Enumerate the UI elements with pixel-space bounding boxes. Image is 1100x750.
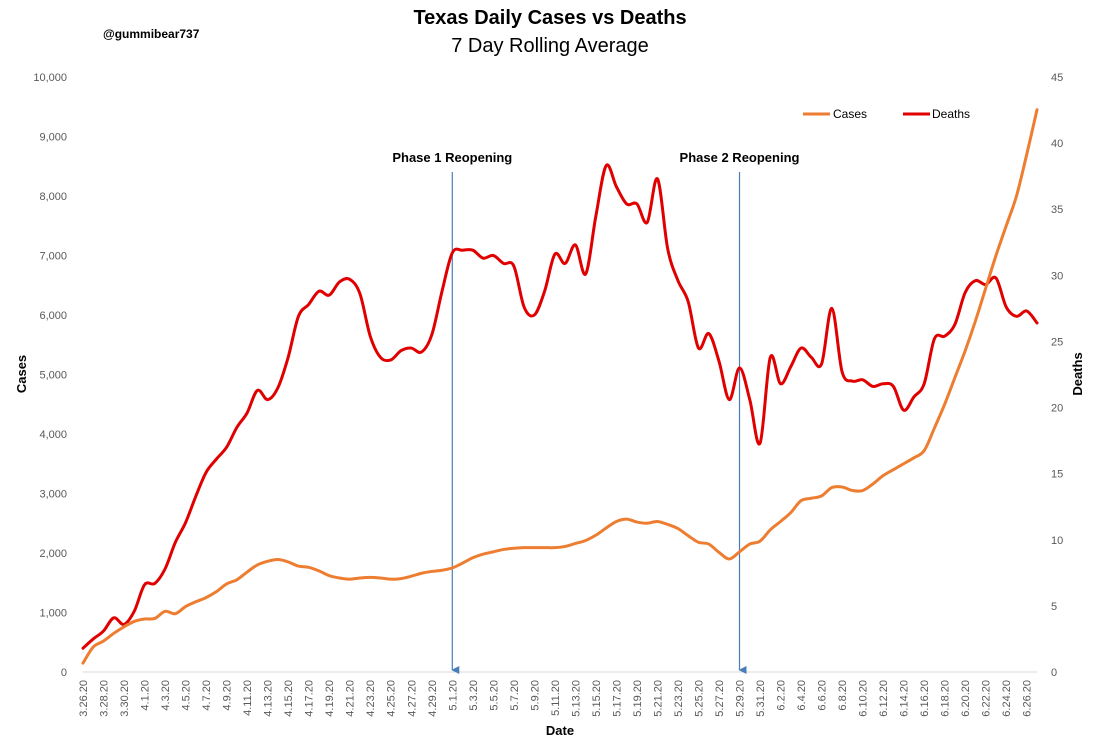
- x-tick-label: 4.19.20: [324, 680, 336, 717]
- x-tick-label: 4.1.20: [140, 680, 152, 711]
- x-tick-label: 5.17.20: [611, 680, 623, 717]
- x-tick-label: 5.7.20: [509, 680, 521, 711]
- x-tick-label: 6.14.20: [899, 680, 911, 717]
- x-tick-label: 4.21.20: [345, 680, 357, 717]
- x-tick-label: 4.11.20: [242, 680, 254, 716]
- x-tick-label: 6.16.20: [919, 680, 931, 717]
- y2-tick-label: 40: [1051, 138, 1063, 150]
- y-tick-label: 3,000: [39, 489, 67, 501]
- y-tick-label: 2,000: [39, 548, 67, 560]
- x-tick-label: 5.23.20: [673, 680, 685, 717]
- x-tick-label: 5.27.20: [714, 680, 726, 717]
- x-tick-label: 4.23.20: [365, 680, 377, 717]
- y2-tick-label: 30: [1051, 270, 1063, 282]
- x-tick-label: 3.26.20: [78, 680, 90, 717]
- author-credit: @gummibear737: [103, 27, 200, 41]
- x-tick-label: 6.12.20: [878, 680, 890, 717]
- y2-tick-label: 10: [1051, 535, 1063, 547]
- y2-tick-label: 25: [1051, 336, 1063, 348]
- x-axis-title: Date: [546, 723, 574, 738]
- x-tick-label: 4.27.20: [406, 680, 418, 717]
- y-axis-title: Cases: [14, 355, 29, 393]
- series-line-deaths: [81, 163, 1039, 650]
- x-tick-label: 5.9.20: [529, 680, 541, 711]
- x-tick-label: 3.28.20: [99, 680, 111, 717]
- annotation-label: Phase 1 Reopening: [392, 150, 512, 165]
- x-tick-label: 4.29.20: [427, 680, 439, 717]
- x-tick-label: 5.29.20: [735, 680, 747, 717]
- x-tick-label: 5.19.20: [632, 680, 644, 717]
- y2-tick-label: 20: [1051, 403, 1063, 415]
- x-tick-label: 6.20.20: [960, 680, 972, 717]
- x-tick-label: 5.11.20: [550, 680, 562, 716]
- y-tick-label: 5,000: [39, 370, 67, 382]
- x-tick-label: 6.6.20: [817, 680, 829, 711]
- series-layer: [81, 108, 1039, 665]
- x-axis: 3.26.20 3.28.20 3.30.20 4.1.20 4.3.20 4.5.20 4…: [78, 671, 1037, 717]
- x-tick-label: 4.25.20: [386, 680, 398, 717]
- y-tick-label: 9,000: [39, 132, 67, 144]
- y2-tick-label: 0: [1051, 667, 1057, 679]
- x-tick-label: 6.18.20: [940, 680, 952, 717]
- chart-title: Texas Daily Cases vs Deaths: [413, 7, 686, 29]
- x-tick-label: 5.15.20: [591, 680, 603, 717]
- series-line-cases: [81, 108, 1039, 665]
- x-tick-label: 4.9.20: [222, 680, 234, 711]
- x-tick-label: 6.22.20: [981, 680, 993, 717]
- y-tick-label: 1,000: [39, 608, 67, 620]
- y-tick-label: 10,000: [33, 72, 67, 84]
- x-tick-label: 5.1.20: [447, 680, 459, 711]
- x-tick-label: 4.3.20: [160, 680, 172, 711]
- x-tick-label: 6.4.20: [796, 680, 808, 711]
- x-tick-label: 5.13.20: [570, 680, 582, 717]
- chart-subtitle: 7 Day Rolling Average: [451, 35, 649, 57]
- x-tick-label: 4.15.20: [283, 680, 295, 717]
- y-tick-label: 7,000: [39, 251, 67, 263]
- x-tick-label: 3.30.20: [119, 680, 131, 717]
- y2-tick-label: 15: [1051, 469, 1063, 481]
- legend: Cases Deaths: [803, 107, 970, 121]
- x-tick-label: 6.10.20: [858, 680, 870, 717]
- y-tick-label: 4,000: [39, 429, 67, 441]
- y-axis-right: 0 5 10 15 20 25 30 35 40 45: [1051, 72, 1063, 679]
- x-tick-label: 5.25.20: [693, 680, 705, 717]
- annotation-label: Phase 2 Reopening: [680, 150, 800, 165]
- x-tick-label: 4.7.20: [201, 680, 213, 711]
- x-tick-label: 5.3.20: [468, 680, 480, 711]
- y2-tick-label: 5: [1051, 601, 1057, 613]
- x-tick-label: 5.5.20: [488, 680, 500, 711]
- x-tick-label: 5.21.20: [652, 680, 664, 717]
- y-tick-label: 8,000: [39, 191, 67, 203]
- x-tick-label: 6.8.20: [837, 680, 849, 711]
- legend-label-cases: Cases: [833, 107, 867, 121]
- x-tick-label: 5.31.20: [755, 680, 767, 717]
- y-tick-label: 0: [61, 667, 67, 679]
- y-axis-left: 0 1,000 2,000 3,000 4,000 5,000 6,000 7,000 8,00…: [33, 72, 67, 679]
- y2-tick-label: 35: [1051, 204, 1063, 216]
- legend-label-deaths: Deaths: [932, 107, 970, 121]
- y-tick-label: 6,000: [39, 310, 67, 322]
- x-tick-label: 4.17.20: [304, 680, 316, 717]
- x-tick-label: 6.2.20: [776, 680, 788, 711]
- annotations-layer: Phase 1 Reopening Phase 2 Reopening: [392, 150, 800, 674]
- y2-tick-label: 45: [1051, 72, 1063, 84]
- x-tick-label: 4.13.20: [263, 680, 275, 717]
- x-tick-label: 6.26.20: [1022, 680, 1034, 717]
- y2-axis-title: Deaths: [1070, 352, 1085, 395]
- x-tick-label: 6.24.20: [1001, 680, 1013, 717]
- x-tick-label: 4.5.20: [181, 680, 193, 711]
